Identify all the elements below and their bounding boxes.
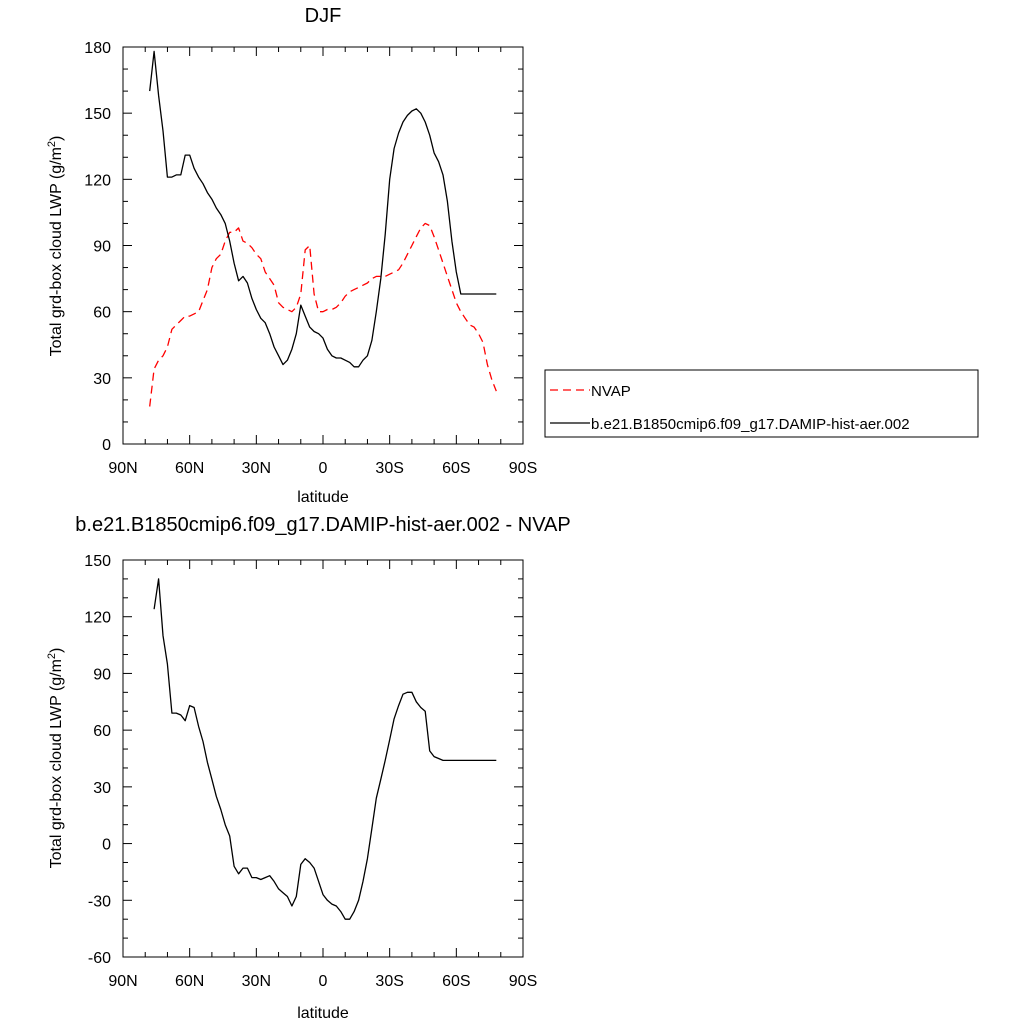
bottom-plot-frame <box>122 559 524 958</box>
bottom-y-tick-label: -60 <box>88 950 111 967</box>
bottom-x-tick-label: 60N <box>175 973 204 990</box>
top-y-tick-label: 180 <box>84 40 111 57</box>
top-x-tick-label: 30S <box>375 460 403 477</box>
top-x-tick-label: 90S <box>509 460 537 477</box>
top-chart: DJF 90N 60N 30N 0 30S 60S 90S0306090120150180 … <box>46 5 979 506</box>
legend-label-nvap: NVAP <box>591 383 631 400</box>
top-y-tick-label: 30 <box>93 371 111 388</box>
bottom-x-tick-label: 90N <box>108 973 137 990</box>
top-x-tick-label: 60N <box>175 460 204 477</box>
bottom-y-tick-label: 60 <box>93 723 111 740</box>
bottom-x-tick-label: 90S <box>509 973 537 990</box>
bottom-x-tick-label: 60S <box>442 973 470 990</box>
top-x-tick-label: 90N <box>108 460 137 477</box>
bottom-x-tick-label: 30N <box>242 973 271 990</box>
bottom-chart: b.e21.B1850cmip6.f09_g17.DAMIP-hist-aer.… <box>46 514 571 1022</box>
top-chart-ticks: 90N 60N 30N 0 30S 60S 90S 0 30 60 90 120 150 180 <box>84 40 537 477</box>
legend-box <box>544 369 979 438</box>
top-y-tick-label: 150 <box>84 106 111 123</box>
bottom-y-tick-label: -30 <box>88 893 111 910</box>
bottom-y-tick-label: 90 <box>93 666 111 683</box>
bottom-x-axis-label: latitude <box>297 1005 349 1022</box>
bottom-y-tick-label: 150 <box>84 553 111 570</box>
top-y-tick-label: 90 <box>93 239 111 256</box>
top-x-axis-label: latitude <box>297 489 349 506</box>
top-x-tick-label: 30N <box>242 460 271 477</box>
bottom-chart-ticks: 90N 60N 30N 0 30S 60S 90S -60 -30 0 30 60 90 120 150 <box>84 553 537 990</box>
bottom-series-line-0 <box>153 578 497 920</box>
top-series <box>149 50 497 407</box>
top-series-line-0 <box>149 222 497 407</box>
bottom-y-axis-label: Total grd-box cloud LWP (g/m2) <box>46 648 65 869</box>
bottom-x-tick-label: 0 <box>319 973 328 990</box>
top-x-tick-label: 0 <box>319 460 328 477</box>
top-series-line-1 <box>149 50 497 368</box>
top-y-tick-label: 60 <box>93 305 111 322</box>
legend-label-model: b.e21.B1850cmip6.f09_g17.DAMIP-hist-aer.… <box>591 416 910 433</box>
bottom-y-tick-label: 120 <box>84 610 111 627</box>
top-y-axis-label: Total grd-box cloud LWP (g/m2) <box>46 136 65 357</box>
top-y-tick-label: 120 <box>84 172 111 189</box>
bottom-x-tick-label: 30S <box>375 973 403 990</box>
legend: NVAP b.e21.B1850cmip6.f09_g17.DAMIP-hist… <box>544 369 979 438</box>
bottom-y-tick-label: 30 <box>93 780 111 797</box>
top-x-tick-label: 60S <box>442 460 470 477</box>
bottom-y-tick-label: 0 <box>102 837 111 854</box>
bottom-chart-title: b.e21.B1850cmip6.f09_g17.DAMIP-hist-aer.… <box>75 514 570 536</box>
top-y-tick-label: 0 <box>102 437 111 454</box>
top-plot-frame <box>122 46 524 445</box>
bottom-series <box>153 578 497 920</box>
top-chart-title: DJF <box>305 5 342 27</box>
